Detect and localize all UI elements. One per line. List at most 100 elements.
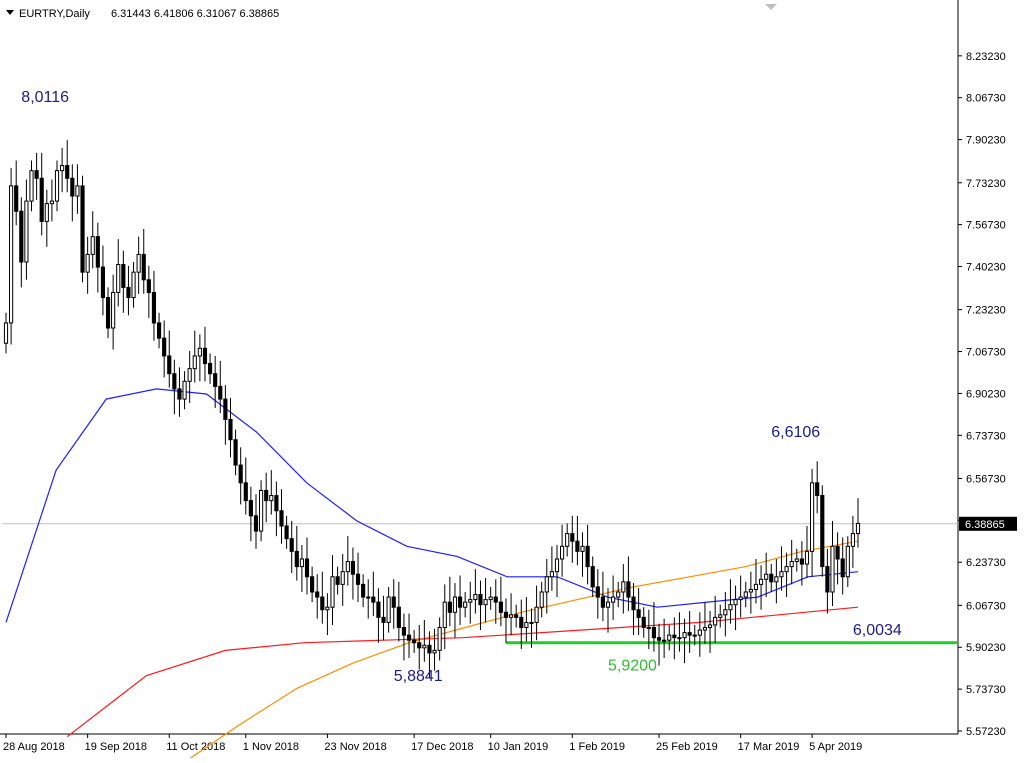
- candle-body-up: [753, 583, 759, 590]
- candle-body-down: [391, 596, 396, 608]
- candle: [60, 147, 65, 193]
- candle: [442, 584, 447, 650]
- candle-body-up: [580, 545, 585, 552]
- candle: [794, 548, 799, 572]
- candle: [524, 597, 529, 642]
- candle-body-down: [14, 185, 19, 212]
- candle-body-up: [539, 591, 544, 608]
- candle: [738, 575, 743, 618]
- candle-body-up: [855, 522, 861, 535]
- candle-body-down: [243, 482, 248, 502]
- candle: [274, 481, 279, 537]
- candle-body-up: [468, 599, 473, 603]
- dropdown-triangle-icon[interactable]: [6, 10, 14, 15]
- scroll-marker-icon[interactable]: [765, 4, 777, 10]
- candle-body-up: [692, 634, 697, 637]
- candle: [412, 630, 417, 653]
- candle: [605, 588, 611, 633]
- candle-body-down: [636, 609, 641, 618]
- candle-body-down: [585, 545, 590, 568]
- candle-body-up: [54, 170, 60, 202]
- candle: [172, 359, 177, 415]
- candle: [437, 617, 442, 661]
- candle: [355, 552, 361, 603]
- candle: [600, 571, 605, 622]
- candle-body-down: [412, 639, 417, 644]
- candle: [320, 571, 325, 624]
- candle: [769, 564, 774, 592]
- time-tick-label: 28 Aug 2018: [3, 741, 65, 753]
- candle-body-up: [182, 380, 187, 400]
- price-tick-label: 5.57230: [966, 726, 1006, 738]
- candle-body-up: [707, 624, 713, 629]
- candle-body-up: [789, 561, 794, 568]
- candle-body-up: [611, 596, 616, 603]
- candle-body-up: [682, 632, 687, 639]
- candle-body-down: [427, 644, 432, 654]
- candle-body-up: [764, 573, 769, 580]
- candle-body-up: [49, 200, 54, 205]
- candle: [111, 274, 116, 350]
- candle-body-up: [748, 588, 753, 593]
- candle: [835, 532, 840, 585]
- last-price-badge: [959, 516, 1017, 531]
- candle-body-up: [24, 200, 29, 263]
- ohlc-label: 6.31443 6.41806 6.31067 6.38865: [111, 8, 279, 20]
- candle-body-down: [600, 596, 605, 608]
- price-tick-label: 7.23230: [966, 305, 1006, 317]
- candle-body-up: [702, 627, 708, 631]
- price-annotation: 6,6106: [771, 424, 820, 441]
- candle-body-down: [141, 253, 146, 281]
- candle-body-up: [197, 347, 202, 357]
- price-tick-label: 6.90230: [966, 388, 1006, 400]
- candle-body-up: [488, 596, 493, 601]
- candle: [488, 586, 493, 610]
- candle: [544, 558, 549, 614]
- candle: [473, 569, 478, 614]
- candle-body-up: [845, 545, 850, 578]
- time-axis: 28 Aug 2018 19 Sep 2018 11 Oct 2018 1 Nov 2…: [3, 734, 862, 753]
- candles: [3, 140, 861, 679]
- candle-body-down: [100, 266, 106, 299]
- candle-body-down: [575, 540, 580, 552]
- candle-body-down: [401, 627, 407, 636]
- candle: [126, 265, 131, 316]
- candle: [279, 489, 284, 544]
- candle: [626, 556, 631, 612]
- candle-body-up: [554, 558, 560, 573]
- moving-average-line: [5, 388, 859, 623]
- candle-body-down: [248, 500, 253, 517]
- candle-body-down: [335, 576, 340, 585]
- price-annotation: 5,8841: [394, 668, 443, 685]
- candle: [223, 385, 228, 445]
- candle: [702, 602, 708, 645]
- candle: [146, 265, 151, 318]
- candle: [167, 330, 172, 388]
- candle: [136, 236, 141, 294]
- candle-body-down: [167, 355, 172, 375]
- candle-body-up: [269, 495, 274, 502]
- candle: [141, 229, 146, 294]
- candle: [580, 532, 585, 577]
- candle-body-up: [784, 566, 789, 573]
- candle-body-up: [85, 253, 90, 273]
- candle-body-down: [687, 632, 692, 636]
- candle: [116, 239, 121, 307]
- candle-body-down: [371, 596, 376, 603]
- price-tick-label: 6.06730: [966, 600, 1006, 612]
- candle-body-up: [804, 550, 810, 565]
- candle-body-up: [774, 576, 779, 583]
- candle: [692, 624, 697, 646]
- candle: [95, 222, 100, 293]
- time-tick-label: 1 Nov 2018: [243, 741, 299, 753]
- candle: [575, 515, 580, 566]
- candle-body-down: [631, 596, 636, 611]
- candle: [376, 588, 381, 643]
- candle: [662, 618, 667, 658]
- candle: [330, 555, 335, 625]
- candle-body-up: [187, 368, 192, 382]
- candle: [713, 595, 718, 643]
- candle: [646, 609, 651, 650]
